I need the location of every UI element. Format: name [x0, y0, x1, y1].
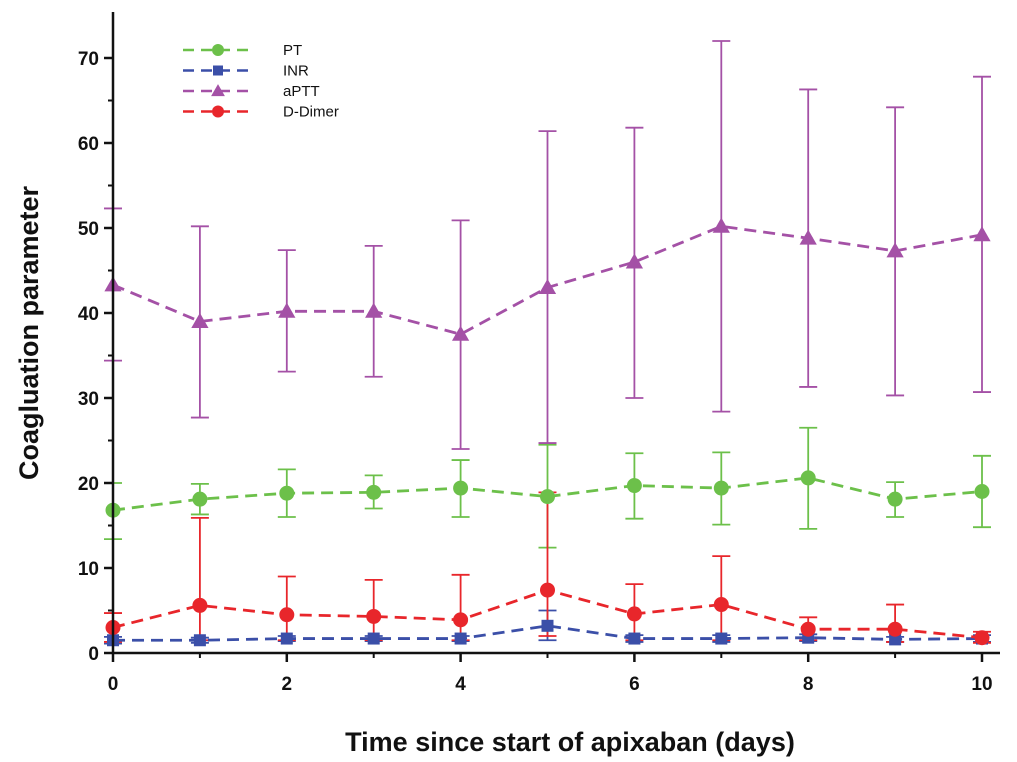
y-tick-label: 70 [78, 49, 99, 70]
x-tick-label: 2 [282, 674, 293, 695]
aptt-point [712, 217, 730, 233]
inr-point [367, 632, 380, 645]
y-tick-label: 30 [78, 389, 99, 410]
d-dimer-point [366, 608, 382, 624]
legend-aptt-label: aPTT [283, 83, 320, 100]
d-dimer-point [626, 606, 642, 622]
y-tick-label: 20 [78, 474, 99, 495]
inr-point [193, 634, 206, 647]
inr-point [889, 633, 902, 646]
inr-point [541, 619, 554, 632]
d-dimer-point [453, 612, 469, 628]
aptt-point [799, 229, 817, 245]
x-tick-label: 0 [108, 674, 119, 695]
pt-point [974, 484, 990, 499]
d-dimer-point [279, 607, 295, 623]
legend: PT INR aPTT D-Dimer [183, 42, 339, 121]
y-tick-label: 10 [78, 559, 99, 580]
inr-point [715, 632, 728, 645]
y-tick-label: 50 [78, 219, 99, 240]
d-dimer-point [713, 597, 729, 613]
pt-point [453, 480, 469, 496]
inr-point [280, 632, 293, 645]
pt-point [192, 491, 208, 507]
inr-line [113, 624, 983, 642]
legend-inr-marker [213, 65, 223, 76]
y-tick-label: 60 [78, 134, 99, 155]
x-tick-label: 6 [629, 674, 640, 695]
legend-pt-label: PT [283, 42, 302, 59]
y-ticks: 0 10 20 30 40 50 60 70 [78, 49, 113, 665]
aptt-point [451, 325, 470, 341]
aptt-point [278, 302, 296, 318]
y-tick-label: 0 [88, 644, 99, 665]
inr-point [628, 632, 641, 645]
axes [111, 12, 1000, 655]
d-dimer-point [974, 630, 990, 646]
pt-point [800, 470, 816, 486]
pt-point [887, 491, 903, 507]
aptt-point [973, 226, 991, 242]
pt-point [626, 478, 642, 494]
x-ticks: 0 2 4 6 8 10 [108, 653, 993, 695]
legend-pt-marker [212, 44, 224, 56]
y-axis-title: Coagluation parameter [14, 185, 44, 480]
pt-point [279, 485, 295, 501]
aptt-point [625, 253, 644, 269]
x-tick-label: 4 [455, 674, 466, 695]
legend-inr-label: INR [283, 63, 309, 80]
legend-d-dimer-label: D-Dimer [283, 104, 339, 121]
x-tick-label: 10 [971, 674, 992, 695]
d-dimer-point [887, 621, 903, 637]
d-dimer-point [540, 582, 555, 598]
pt-point [540, 489, 555, 505]
x-axis-title: Time since start of apixaban (days) [345, 727, 795, 757]
pt-point [713, 480, 729, 496]
pt-line [112, 476, 983, 512]
legend-d-dimer-marker [212, 105, 224, 118]
d-dimer-point [800, 621, 816, 637]
aptt-point [365, 302, 383, 318]
x-tick-label: 8 [803, 674, 814, 695]
inr-point [454, 632, 467, 645]
aptt-point [538, 278, 557, 294]
error-bars [104, 40, 991, 645]
y-tick-label: 40 [78, 304, 99, 325]
legend-aptt-marker [211, 84, 225, 97]
pt-point [366, 484, 382, 500]
d-dimer-point [192, 597, 208, 613]
aptt-point [886, 242, 904, 258]
aptt-point [191, 312, 209, 328]
